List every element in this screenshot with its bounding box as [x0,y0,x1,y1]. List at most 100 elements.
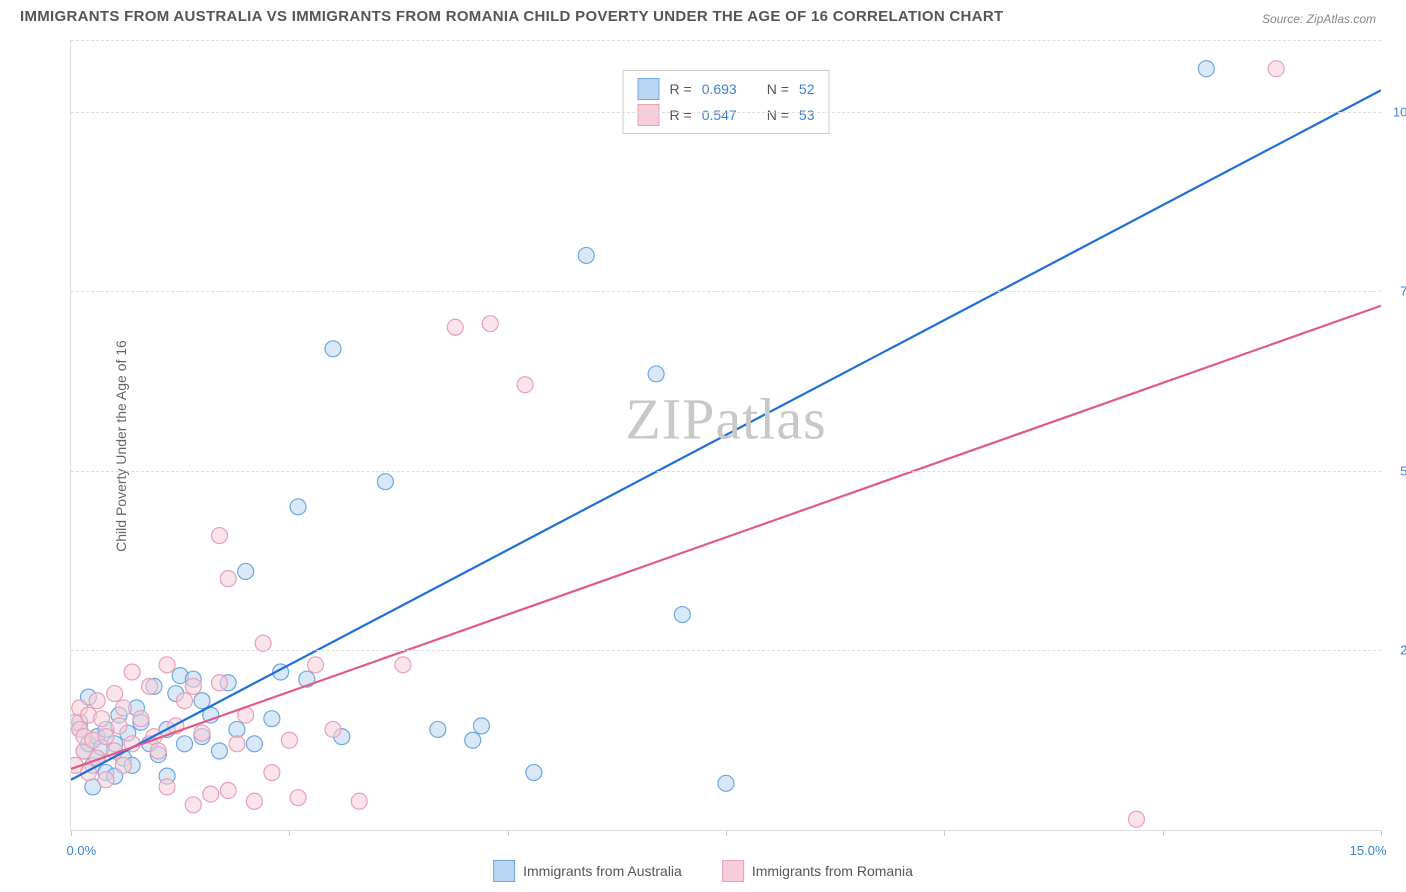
series-legend-item: Immigrants from Australia [493,860,682,882]
scatter-point [71,714,83,730]
scatter-point [85,757,101,773]
scatter-point [482,316,498,332]
legend-swatch [638,78,660,100]
scatter-point [89,750,105,766]
scatter-point [124,664,140,680]
x-tick [508,830,509,836]
scatter-point [447,319,463,335]
scatter-point [85,732,101,748]
scatter-point [220,571,236,587]
scatter-point [264,765,280,781]
scatter-point [89,750,105,766]
scatter-point [273,664,289,680]
correlation-legend: R =0.693N =52R =0.547N =53 [623,70,830,134]
scatter-point [578,247,594,263]
scatter-point [76,743,92,759]
x-tick [71,830,72,836]
scatter-point [465,732,481,748]
scatter-point [142,678,158,694]
legend-r-label: R = [670,81,692,97]
scatter-point [325,341,341,357]
source-name: ZipAtlas.com [1307,12,1376,26]
scatter-point [281,732,297,748]
scatter-point [89,729,105,745]
x-tick [289,830,290,836]
scatter-point [124,736,140,752]
series-legend: Immigrants from Australia Immigrants from… [493,860,913,882]
scatter-point [129,700,145,716]
scatter-point [203,707,219,723]
source-label: Source: [1262,12,1303,26]
scatter-point [473,718,489,734]
scatter-point [185,678,201,694]
scatter-point [80,765,96,781]
scatter-point [115,700,131,716]
scatter-point [220,675,236,691]
scatter-point [159,768,175,784]
scatter-point [194,725,210,741]
y-tick-label: 50.0% [1400,463,1406,478]
legend-n-label: N = [767,81,789,97]
gridline [71,40,1381,41]
scatter-point [290,790,306,806]
gridline [71,112,1381,113]
legend-r-value: 0.693 [702,81,737,97]
y-tick-label: 25.0% [1400,643,1406,658]
gridline [71,650,1381,651]
scatter-point [94,711,110,727]
scatter-point [1128,811,1144,827]
scatter-point [94,739,110,755]
scatter-point [177,736,193,752]
scatter-point [120,725,136,741]
scatter-point [159,779,175,795]
scatter-point [98,772,114,788]
scatter-point [377,474,393,490]
trend-line [71,90,1381,779]
scatter-point [107,736,123,752]
x-tick [726,830,727,836]
x-tick [944,830,945,836]
scatter-point [115,757,131,773]
series-legend-item: Immigrants from Romania [722,860,913,882]
scatter-point [246,736,262,752]
scatter-point [98,765,114,781]
scatter-point [168,718,184,734]
chart-title: IMMIGRANTS FROM AUSTRALIA VS IMMIGRANTS … [20,8,1003,25]
gridline [71,471,1381,472]
scatter-point [80,736,96,752]
legend-n-value: 52 [799,81,815,97]
legend-r-value: 0.547 [702,107,737,123]
scatter-point [80,689,96,705]
scatter-point [211,743,227,759]
series-name: Immigrants from Romania [752,863,913,879]
scatter-point [98,721,114,737]
x-tick [1163,830,1164,836]
legend-swatch [722,860,744,882]
scatter-point [76,743,92,759]
scatter-point [89,693,105,709]
scatter-point [146,678,162,694]
scatter-point [115,750,131,766]
legend-swatch [493,860,515,882]
scatter-point [146,729,162,745]
scatter-point [526,765,542,781]
scatter-point [72,714,88,730]
scatter-point [351,793,367,809]
scatter-point [150,743,166,759]
scatter-point [430,721,446,737]
scatter-point [124,757,140,773]
scatter-point [1268,61,1284,77]
scatter-point [1198,61,1214,77]
scatter-point [308,657,324,673]
scatter-point [194,693,210,709]
y-tick-label: 75.0% [1400,284,1406,299]
scatter-point [238,563,254,579]
scatter-point [185,797,201,813]
scatter-point [85,779,101,795]
scatter-point [238,707,254,723]
scatter-point [111,718,127,734]
y-tick-label: 100.0% [1393,104,1406,119]
scatter-point [229,721,245,737]
scatter-point [517,377,533,393]
scatter-point [177,693,193,709]
